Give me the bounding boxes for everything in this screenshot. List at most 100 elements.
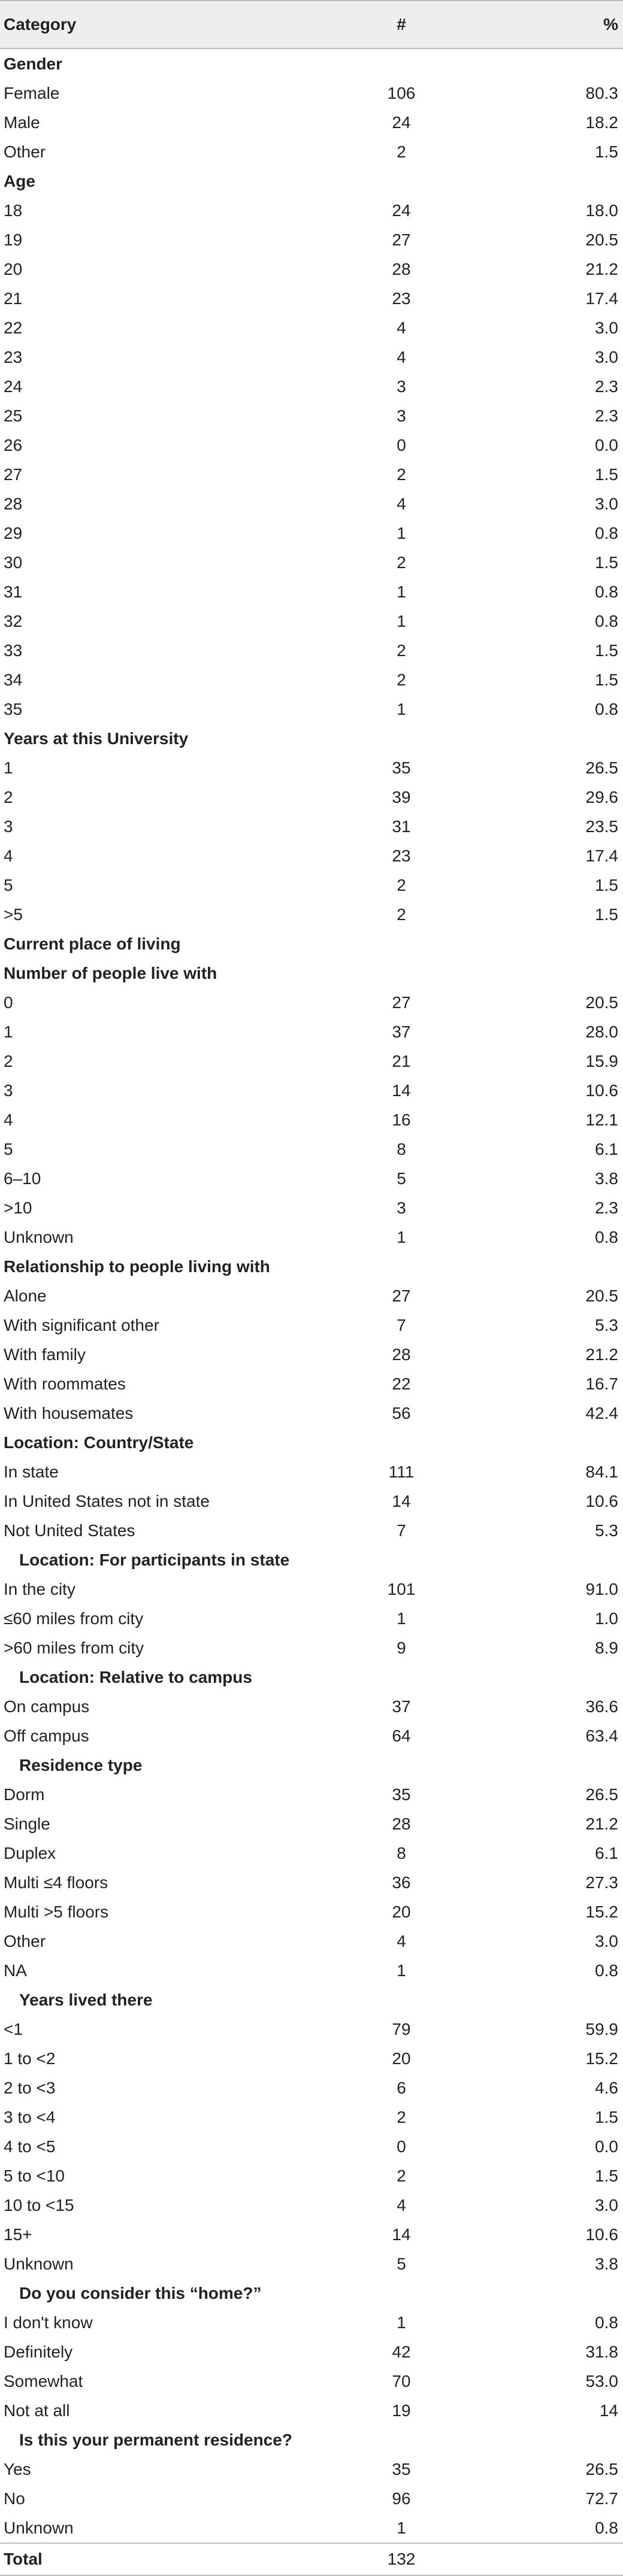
row-label: <1 [4,2020,23,2038]
row-count: 7 [397,1521,406,1540]
row-count: 2 [397,641,406,660]
table-row: In the city 101 91.0 [0,1574,623,1604]
row-percent: 10.6 [585,2225,619,2244]
row-count: 0 [397,436,406,454]
table-row: 28 4 3.0 [0,489,623,518]
row-label: 15+ [4,2225,32,2244]
row-percent: 15.2 [585,2049,619,2068]
row-percent: 2.3 [595,377,618,396]
table-row: 4 23 17.4 [0,841,623,870]
row-label: Unknown [4,2519,74,2537]
table-row: On campus 37 36.6 [0,1692,623,1721]
table-row: Male 24 18.2 [0,108,623,137]
row-percent: 3.8 [595,2255,618,2273]
row-label: 2 [4,788,13,806]
row-percent: 2.3 [595,406,618,425]
row-label: In state [4,1463,59,1481]
row-percent: 4.6 [595,2079,618,2097]
row-percent: 31.8 [585,2343,619,2361]
row-percent: 3.0 [595,318,618,337]
row-count: 27 [392,1287,411,1305]
row-count: 24 [392,201,411,220]
row-percent: 0.8 [595,612,618,630]
row-label: 24 [4,377,23,396]
row-percent: 26.5 [585,2460,619,2478]
table-row: 4 to <5 0 0.0 [0,2132,623,2161]
table-row: 5 2 1.5 [0,870,623,900]
row-count: 96 [392,2489,411,2508]
row-percent: 20.5 [585,993,619,1012]
row-label: >10 [4,1199,32,1217]
row-percent: 80.3 [585,84,619,102]
section-label: Gender [4,54,63,73]
category-header: Category [0,0,312,49]
row-percent: 0.0 [595,436,618,454]
row-label: Not at all [4,2401,70,2420]
row-percent: 21.2 [585,260,619,278]
row-count: 14 [392,1492,411,1510]
row-count: 2 [397,2108,406,2126]
row-percent: 6.1 [595,1844,618,1862]
row-label: 3 to <4 [4,2108,56,2126]
table-row: With housemates 56 42.4 [0,1398,623,1428]
table-row: 0 27 20.5 [0,988,623,1017]
row-count: 37 [392,1697,411,1716]
row-label: 4 to <5 [4,2137,56,2156]
row-label: With housemates [4,1404,134,1422]
table-row: No 96 72.7 [0,2484,623,2513]
table-row: 19 27 20.5 [0,225,623,254]
row-percent: 3.0 [595,2196,618,2214]
row-label: 0 [4,993,13,1012]
table-row: Female 106 80.3 [0,78,623,108]
row-label: 25 [4,406,23,425]
section-row: Is this your permanent residence? [0,2425,623,2454]
row-label: 20 [4,260,23,278]
row-percent: 10.6 [585,1492,619,1510]
row-percent: 0.8 [595,2313,618,2332]
table-row: 2 21 15.9 [0,1046,623,1076]
row-label: No [4,2489,25,2508]
table-row: Other 4 3.0 [0,1926,623,1956]
row-percent: 5.3 [595,1521,618,1540]
row-percent: 84.1 [585,1463,619,1481]
row-count: 3 [397,377,406,396]
table-row: 24 3 2.3 [0,372,623,401]
total-label: Total [0,2542,312,2576]
row-label: With significant other [4,1316,159,1334]
table-row: 21 23 17.4 [0,284,623,313]
row-count: 1 [397,700,406,718]
row-label: 21 [4,289,23,308]
row-percent: 0.8 [595,700,618,718]
row-label: Multi ≤4 floors [4,1873,108,1892]
row-label: >60 miles from city [4,1639,144,1657]
row-percent: 1.5 [595,2167,618,2185]
row-count: 5 [397,2255,406,2273]
row-count: 3 [397,406,406,425]
row-percent: 18.2 [585,113,619,132]
table-row: With significant other 7 5.3 [0,1310,623,1340]
row-count: 1 [397,2519,406,2537]
section-row: Age [0,166,623,196]
row-label: Other [4,142,46,161]
table-body: Gender Female 106 80.3 Male 24 18.2 Other 2 1.5 Ag… [0,48,623,2543]
row-count: 35 [392,2460,411,2478]
row-count: 64 [392,1727,411,1745]
row-percent: 10.6 [585,1081,619,1100]
row-count: 28 [392,1345,411,1364]
row-label: Not United States [4,1521,135,1540]
row-label: 19 [4,230,23,249]
row-label: 5 [4,1140,13,1158]
row-count: 28 [392,1815,411,1833]
row-count: 39 [392,788,411,806]
row-count: 111 [388,1463,415,1481]
row-percent: 1.5 [595,553,618,572]
row-count: 23 [392,846,411,865]
table-row: ≤60 miles from city 1 1.0 [0,1604,623,1633]
section-label: Residence type [19,1756,143,1774]
row-count: 2 [397,876,406,894]
table-row: 3 to <4 2 1.5 [0,2102,623,2132]
row-percent: 1.5 [595,2108,618,2126]
row-count: 4 [397,348,406,366]
row-percent: 1.5 [595,641,618,660]
row-count: 20 [392,2049,411,2068]
